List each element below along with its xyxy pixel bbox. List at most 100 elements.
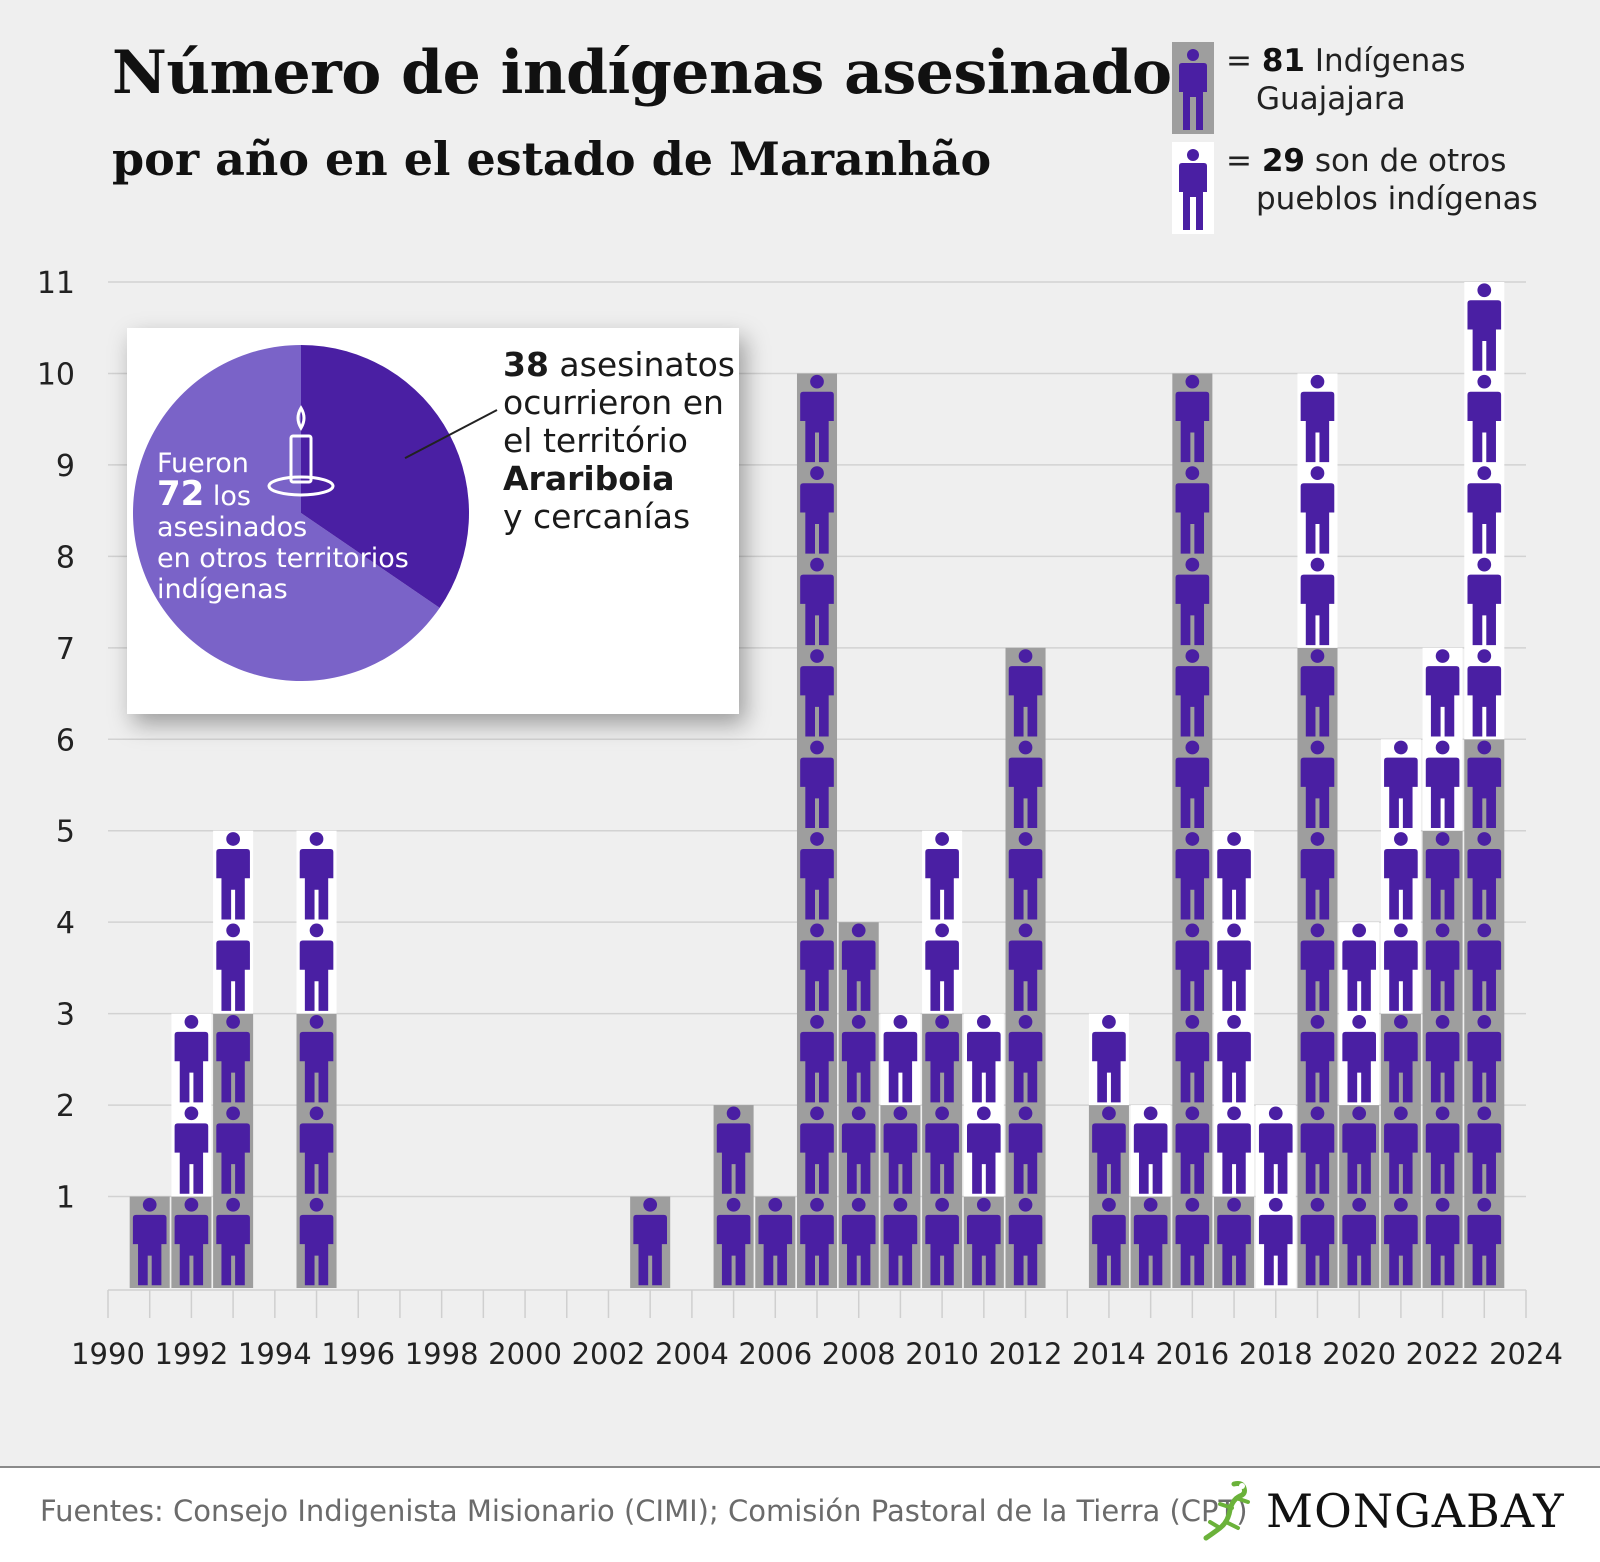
person-body-guajajara-2017-1 (1217, 1214, 1251, 1286)
x-tick-label-1998: 1998 (405, 1337, 479, 1371)
person-head-guajajara-1993-3 (226, 1015, 240, 1029)
person-body-guajajara-2005-2 (716, 1123, 751, 1194)
x-tick-label-2000: 2000 (488, 1337, 562, 1371)
legend-others-line2: pueblos indígenas (1256, 181, 1538, 217)
person-body-others-2021-4 (1384, 940, 1418, 1011)
x-tick-label-1994: 1994 (238, 1337, 312, 1371)
person-head-guajajara-2016-6 (1185, 740, 1200, 755)
person-head-guajajara-2010-2 (935, 1106, 949, 1121)
person-body-guajajara-2010-3 (925, 1031, 959, 1103)
y-tick-label-2: 2 (56, 1089, 75, 1124)
x-tick-label-2024: 2024 (1489, 1337, 1563, 1371)
logo-text: MONGABAY (1266, 1484, 1565, 1538)
person-head-guajajara-1993-2 (226, 1106, 240, 1121)
person-head-others-2022-6 (1435, 740, 1450, 755)
pie-right-bold: Arariboia (503, 459, 675, 498)
person-body-guajajara-2023-3 (1467, 1031, 1502, 1103)
x-tick-label-2014: 2014 (1072, 1337, 1146, 1371)
person-head-guajajara-2020-2 (1352, 1106, 1367, 1121)
x-tick-label-2020: 2020 (1322, 1337, 1396, 1371)
person-head-others-2017-3 (1227, 1015, 1241, 1029)
person-head-guajajara-2016-8 (1185, 557, 1200, 572)
person-head-guajajara-2019-1 (1310, 1197, 1325, 1212)
person-body-guajajara-2019-3 (1300, 1031, 1335, 1103)
person-body-guajajara-2007-3 (800, 1031, 834, 1103)
y-tick-label-1: 1 (56, 1181, 75, 1216)
person-head-guajajara-1995-1 (309, 1197, 324, 1212)
person-head-others-2023-8 (1477, 557, 1492, 572)
person-head-others-2009-3 (893, 1015, 908, 1029)
person-body-guajajara-2015-1 (1133, 1214, 1168, 1286)
person-body-others-1992-3 (174, 1031, 209, 1103)
legend-guajajara-count: 81 (1261, 43, 1305, 79)
legend-others-text: son de otros (1304, 143, 1507, 179)
person-body-others-2018-1 (1258, 1214, 1293, 1286)
y-tick-label-6: 6 (56, 723, 75, 758)
person-head-others-2010-4 (935, 923, 949, 938)
person-body-guajajara-2021-3 (1384, 1031, 1418, 1103)
legend-guajajara-text: Indígenas (1304, 43, 1466, 79)
person-head-guajajara-2023-5 (1477, 832, 1492, 846)
x-tick-label-1990: 1990 (71, 1337, 145, 1371)
person-body-guajajara-2016-4 (1175, 940, 1210, 1011)
person-body-guajajara-2008-2 (841, 1123, 876, 1194)
x-tick-label-2010: 2010 (905, 1337, 979, 1371)
pie-right-line2: ocurrieron en (503, 383, 724, 422)
person-head-guajajara-2007-5 (810, 832, 824, 846)
person-body-others-2019-10 (1300, 391, 1335, 463)
person-body-guajajara-2022-3 (1425, 1031, 1460, 1103)
person-body-guajajara-2007-7 (800, 666, 834, 737)
person-head-guajajara-2016-3 (1185, 1015, 1200, 1029)
person-body-others-2019-9 (1300, 483, 1335, 554)
person-head-others-2011-3 (976, 1015, 991, 1029)
person-head-others-2023-9 (1477, 466, 1492, 480)
person-head-guajajara-2007-8 (810, 557, 824, 572)
person-body-guajajara-2012-3 (1008, 1031, 1043, 1103)
person-head-guajajara-2014-2 (1102, 1106, 1116, 1121)
person-head-guajajara-2020-1 (1352, 1197, 1367, 1212)
y-tick-label-8: 8 (56, 540, 75, 575)
person-head-guajajara-2010-1 (935, 1197, 949, 1212)
person-body-guajajara-2019-7 (1300, 666, 1335, 737)
person-body-others-2017-4 (1217, 940, 1251, 1011)
person-head-others-2022-7 (1435, 649, 1450, 663)
person-head-guajajara-2012-6 (1018, 740, 1033, 755)
person-body-guajajara-2011-1 (967, 1214, 1001, 1286)
person-body-guajajara-1992-1 (174, 1214, 209, 1286)
pie-left-line2: los (204, 481, 251, 512)
person-head-guajajara-2005-2 (726, 1106, 741, 1121)
person-head-guajajara-2007-1 (810, 1197, 824, 1212)
y-tick-label-3: 3 (56, 998, 75, 1033)
person-head-others-2011-2 (976, 1106, 991, 1121)
person-head-guajajara-2019-6 (1310, 740, 1325, 755)
person-head-others-2021-4 (1394, 923, 1408, 938)
person-head-others-2019-10 (1310, 374, 1325, 389)
pie-leader-line (404, 409, 498, 460)
person-head-others-1993-4 (226, 923, 240, 938)
person-head-others-2020-3 (1352, 1015, 1367, 1029)
person-body-others-2021-5 (1384, 849, 1418, 920)
person-head-guajajara-1995-3 (309, 1015, 324, 1029)
bar-guajajara-2023 (1464, 739, 1505, 1288)
legend-equals-2: = (1226, 143, 1262, 179)
person-head-guajajara-2010-3 (935, 1015, 949, 1029)
person-body-others-2017-3 (1217, 1031, 1251, 1103)
person-head-guajajara-1992-1 (184, 1197, 199, 1212)
legend-equals: = (1226, 43, 1262, 79)
person-head-others-1995-4 (309, 923, 324, 938)
gecko-icon (1203, 1481, 1250, 1541)
x-tick-label-1996: 1996 (321, 1337, 395, 1371)
person-body-guajajara-2007-5 (800, 849, 834, 920)
y-tick-label-10: 10 (37, 357, 75, 392)
pie-left-line1: Fueron (157, 448, 249, 479)
person-head-others-2021-5 (1394, 832, 1408, 846)
person-body-guajajara-2016-5 (1175, 849, 1210, 920)
person-head-guajajara-2016-7 (1185, 649, 1200, 663)
person-head-guajajara-2008-2 (851, 1106, 866, 1121)
person-body-guajajara-2019-4 (1300, 940, 1335, 1011)
person-head-guajajara-2009-1 (893, 1197, 908, 1212)
x-tick-label-2002: 2002 (572, 1337, 646, 1371)
person-head-guajajara-2007-6 (810, 740, 824, 755)
y-tick-label-4: 4 (56, 906, 75, 941)
person-body-guajajara-1995-1 (299, 1214, 334, 1286)
